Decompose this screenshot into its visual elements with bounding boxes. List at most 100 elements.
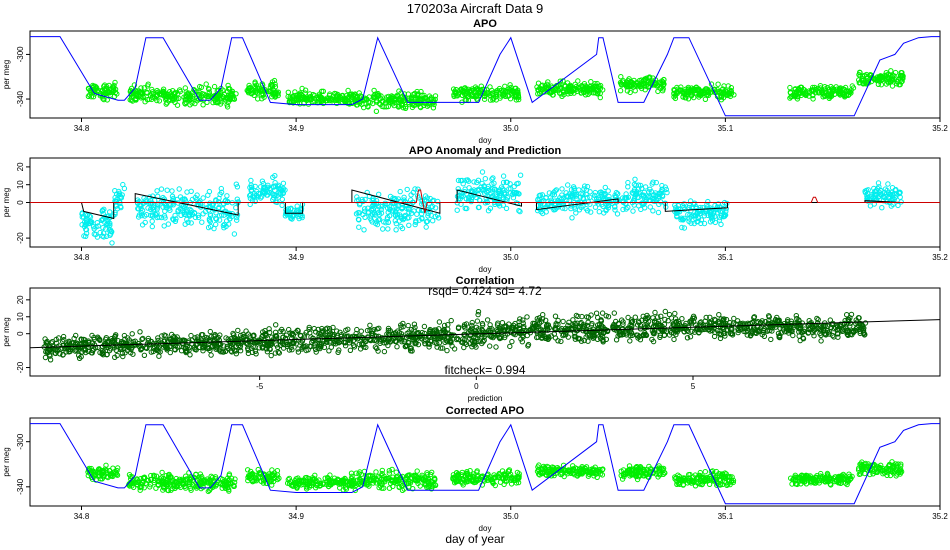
x-tick-label: 0: [474, 382, 479, 391]
data-point: [396, 88, 402, 94]
data-point: [221, 221, 228, 228]
data-point: [432, 93, 439, 99]
data-point: [660, 88, 666, 94]
x-axis-label: doy: [479, 136, 492, 145]
data-point: [296, 93, 303, 99]
data-point: [219, 212, 225, 218]
data-point: [406, 205, 412, 211]
data-point: [83, 226, 89, 233]
data-point: [856, 77, 862, 83]
data-point: [475, 309, 482, 315]
data-point: [500, 173, 507, 179]
data-point: [843, 92, 849, 99]
data-point: [154, 87, 160, 94]
data-point: [457, 87, 463, 93]
data-point: [698, 92, 704, 99]
data-point: [94, 234, 101, 240]
data-point: [187, 93, 194, 99]
data-point: [837, 87, 843, 93]
data-point: [558, 91, 564, 97]
data-point: [846, 91, 852, 98]
data-point: [42, 354, 49, 361]
data-point: [542, 83, 548, 89]
data-point: [416, 96, 423, 102]
x-axis-label: doy: [479, 524, 492, 533]
data-point: [207, 218, 214, 225]
data-point: [538, 86, 544, 93]
data-point: [227, 216, 233, 222]
data-point: [367, 322, 373, 328]
x-tick-label: 35.2: [932, 253, 948, 262]
data-point: [634, 83, 640, 89]
data-point: [392, 212, 398, 219]
panel-title: APO: [473, 18, 497, 30]
data-point: [535, 80, 542, 86]
data-point: [428, 212, 434, 218]
data-point: [370, 100, 376, 107]
x-tick-label: 35.1: [718, 253, 734, 262]
data-point: [248, 191, 254, 198]
data-point: [114, 191, 120, 197]
data-point: [102, 219, 108, 226]
x-tick-label: 35.2: [932, 124, 948, 133]
data-point: [260, 91, 266, 98]
data-point: [545, 83, 551, 89]
data-point: [503, 205, 510, 212]
data-point: [632, 176, 638, 183]
data-point: [552, 313, 559, 319]
data-point: [129, 89, 135, 95]
data-point: [679, 316, 685, 322]
data-point: [395, 104, 402, 110]
data-point: [200, 102, 206, 108]
data-point: [94, 220, 101, 226]
data-point: [277, 190, 284, 197]
data-point: [355, 216, 362, 223]
data-point: [369, 203, 375, 210]
data-point: [630, 208, 636, 214]
data-point: [221, 201, 227, 207]
data-point: [100, 225, 106, 231]
data-point: [422, 95, 429, 101]
data-point: [169, 188, 175, 194]
data-point: [345, 87, 351, 94]
data-point: [105, 218, 111, 224]
data-point: [326, 95, 332, 102]
data-point: [731, 315, 737, 322]
data-point: [674, 90, 680, 97]
data-point: [459, 88, 466, 94]
data-point: [718, 221, 724, 228]
data-point: [573, 83, 579, 90]
data-point: [879, 74, 885, 80]
data-point: [825, 91, 831, 97]
panel-title: Corrected APO: [446, 405, 525, 417]
data-point: [140, 200, 146, 207]
data-point: [672, 310, 678, 317]
data-point: [465, 86, 471, 93]
data-point: [118, 195, 125, 201]
data-point: [139, 212, 145, 219]
data-point: [404, 186, 410, 193]
data-point: [493, 97, 499, 103]
data-point: [186, 212, 193, 218]
data-point: [618, 82, 625, 88]
data-point: [139, 222, 146, 228]
data-point: [177, 206, 184, 212]
data-point: [371, 87, 377, 94]
data-point: [418, 88, 424, 95]
data-point: [224, 193, 230, 199]
data-point: [145, 205, 151, 211]
data-point: [252, 198, 259, 205]
data-point: [674, 84, 680, 91]
data-point: [424, 218, 431, 225]
data-point: [557, 78, 563, 84]
data-point: [234, 217, 240, 223]
data-point: [435, 215, 442, 221]
data-point: [394, 344, 400, 350]
data-point: [451, 346, 458, 352]
data-point: [259, 81, 265, 87]
data-point: [672, 95, 679, 102]
data-point: [448, 317, 454, 324]
x-tick-label: 35.2: [932, 512, 948, 521]
data-point: [104, 97, 111, 103]
data-point: [164, 187, 170, 193]
